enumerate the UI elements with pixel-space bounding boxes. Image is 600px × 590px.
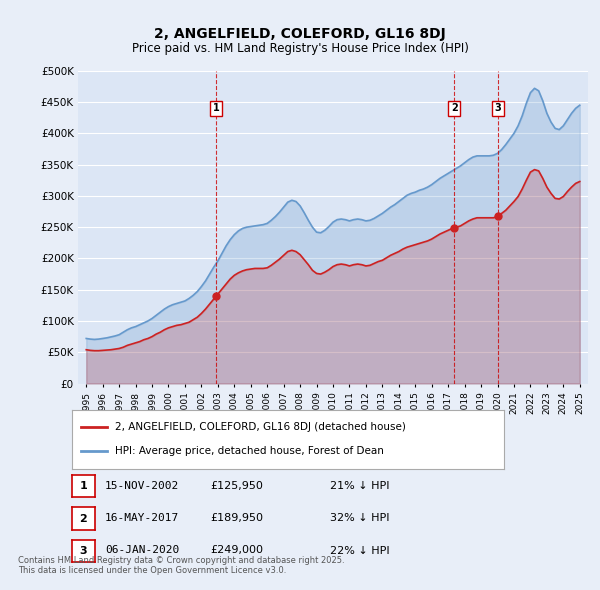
Text: £125,950: £125,950 bbox=[210, 481, 263, 490]
Text: 2: 2 bbox=[80, 514, 87, 523]
Text: 2, ANGELFIELD, COLEFORD, GL16 8DJ (detached house): 2, ANGELFIELD, COLEFORD, GL16 8DJ (detac… bbox=[115, 422, 406, 431]
Text: 32% ↓ HPI: 32% ↓ HPI bbox=[330, 513, 389, 523]
Text: 16-MAY-2017: 16-MAY-2017 bbox=[105, 513, 179, 523]
Text: £189,950: £189,950 bbox=[210, 513, 263, 523]
Text: 2: 2 bbox=[451, 103, 458, 113]
Text: 06-JAN-2020: 06-JAN-2020 bbox=[105, 546, 179, 555]
Text: Contains HM Land Registry data © Crown copyright and database right 2025.
This d: Contains HM Land Registry data © Crown c… bbox=[18, 556, 344, 575]
Text: Price paid vs. HM Land Registry's House Price Index (HPI): Price paid vs. HM Land Registry's House … bbox=[131, 42, 469, 55]
Text: 2, ANGELFIELD, COLEFORD, GL16 8DJ: 2, ANGELFIELD, COLEFORD, GL16 8DJ bbox=[154, 27, 446, 41]
Text: 1: 1 bbox=[212, 103, 219, 113]
Text: 1: 1 bbox=[80, 481, 87, 491]
Text: 15-NOV-2002: 15-NOV-2002 bbox=[105, 481, 179, 490]
Text: 3: 3 bbox=[80, 546, 87, 556]
Text: 22% ↓ HPI: 22% ↓ HPI bbox=[330, 546, 389, 555]
Text: HPI: Average price, detached house, Forest of Dean: HPI: Average price, detached house, Fore… bbox=[115, 447, 384, 456]
Text: £249,000: £249,000 bbox=[210, 546, 263, 555]
Text: 3: 3 bbox=[494, 103, 501, 113]
Text: 21% ↓ HPI: 21% ↓ HPI bbox=[330, 481, 389, 490]
